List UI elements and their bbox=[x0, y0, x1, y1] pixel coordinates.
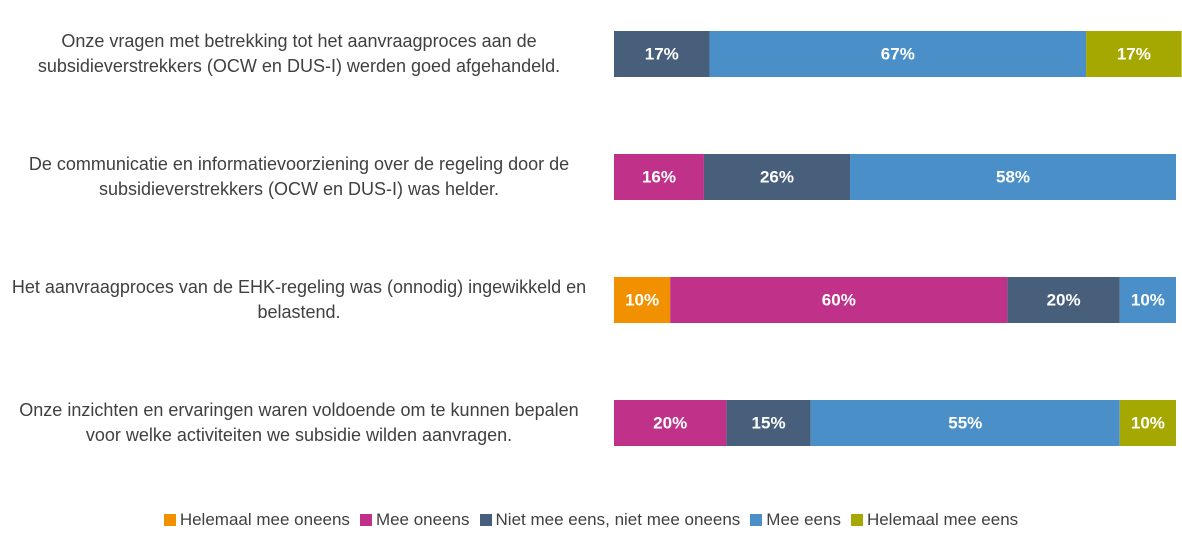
data-label: 10% bbox=[1131, 290, 1165, 309]
legend-item: Niet mee eens, niet mee oneens bbox=[479, 510, 741, 530]
legend-swatch bbox=[163, 514, 176, 526]
bar-segment bbox=[614, 154, 704, 200]
data-label: 17% bbox=[645, 44, 679, 63]
bar-segment bbox=[1086, 31, 1182, 77]
legend-item: Helemaal mee oneens bbox=[163, 510, 350, 530]
category-label: Het aanvraagproces van de EHK-regeling w… bbox=[11, 277, 587, 322]
data-label: 16% bbox=[642, 167, 676, 186]
category-label: Onze inzichten en ervaringen waren voldo… bbox=[19, 400, 579, 445]
bar-segment bbox=[1119, 400, 1176, 446]
data-label: 15% bbox=[752, 413, 786, 432]
bar-segment bbox=[703, 154, 851, 200]
legend-label: Helemaal mee oneens bbox=[179, 510, 350, 529]
legend-item: Helemaal mee eens bbox=[850, 510, 1019, 530]
legend-swatch bbox=[850, 514, 863, 526]
legend-label: Helemaal mee eens bbox=[866, 510, 1019, 529]
bar-segment bbox=[670, 277, 1008, 323]
data-label: 67% bbox=[881, 44, 915, 63]
bar-segment bbox=[614, 277, 671, 323]
legend-swatch bbox=[359, 514, 372, 526]
bar-segment bbox=[810, 400, 1120, 446]
data-label: 58% bbox=[996, 167, 1030, 186]
data-label: 10% bbox=[1131, 413, 1165, 432]
data-label: 20% bbox=[1047, 290, 1081, 309]
bar-segment bbox=[1119, 277, 1176, 323]
legend-label: Mee oneens bbox=[375, 510, 470, 529]
category-label: De communicatie en informatievoorziening… bbox=[28, 154, 570, 199]
data-label: 26% bbox=[760, 167, 794, 186]
bar-segment bbox=[1007, 277, 1120, 323]
bar-segment bbox=[726, 400, 811, 446]
legend-item: Mee eens bbox=[750, 510, 841, 530]
data-label: 10% bbox=[625, 290, 659, 309]
bar-segment bbox=[709, 31, 1087, 77]
legend-swatch bbox=[750, 514, 763, 526]
bar-segment bbox=[614, 400, 727, 446]
category-label: Onze vragen met betrekking tot het aanvr… bbox=[37, 31, 561, 76]
data-label: 55% bbox=[948, 413, 982, 432]
data-label: 20% bbox=[653, 413, 687, 432]
legend: Helemaal mee oneens Mee oneens Niet mee ee… bbox=[0, 510, 1182, 530]
legend-label: Mee eens bbox=[766, 510, 841, 529]
legend-label: Niet mee eens, niet mee oneens bbox=[495, 510, 741, 529]
bar-segment bbox=[614, 31, 710, 77]
data-label: 17% bbox=[1117, 44, 1151, 63]
data-label: 60% bbox=[822, 290, 856, 309]
legend-item: Mee oneens bbox=[359, 510, 470, 530]
legend-swatch bbox=[479, 514, 492, 526]
bar-segment bbox=[850, 154, 1176, 200]
